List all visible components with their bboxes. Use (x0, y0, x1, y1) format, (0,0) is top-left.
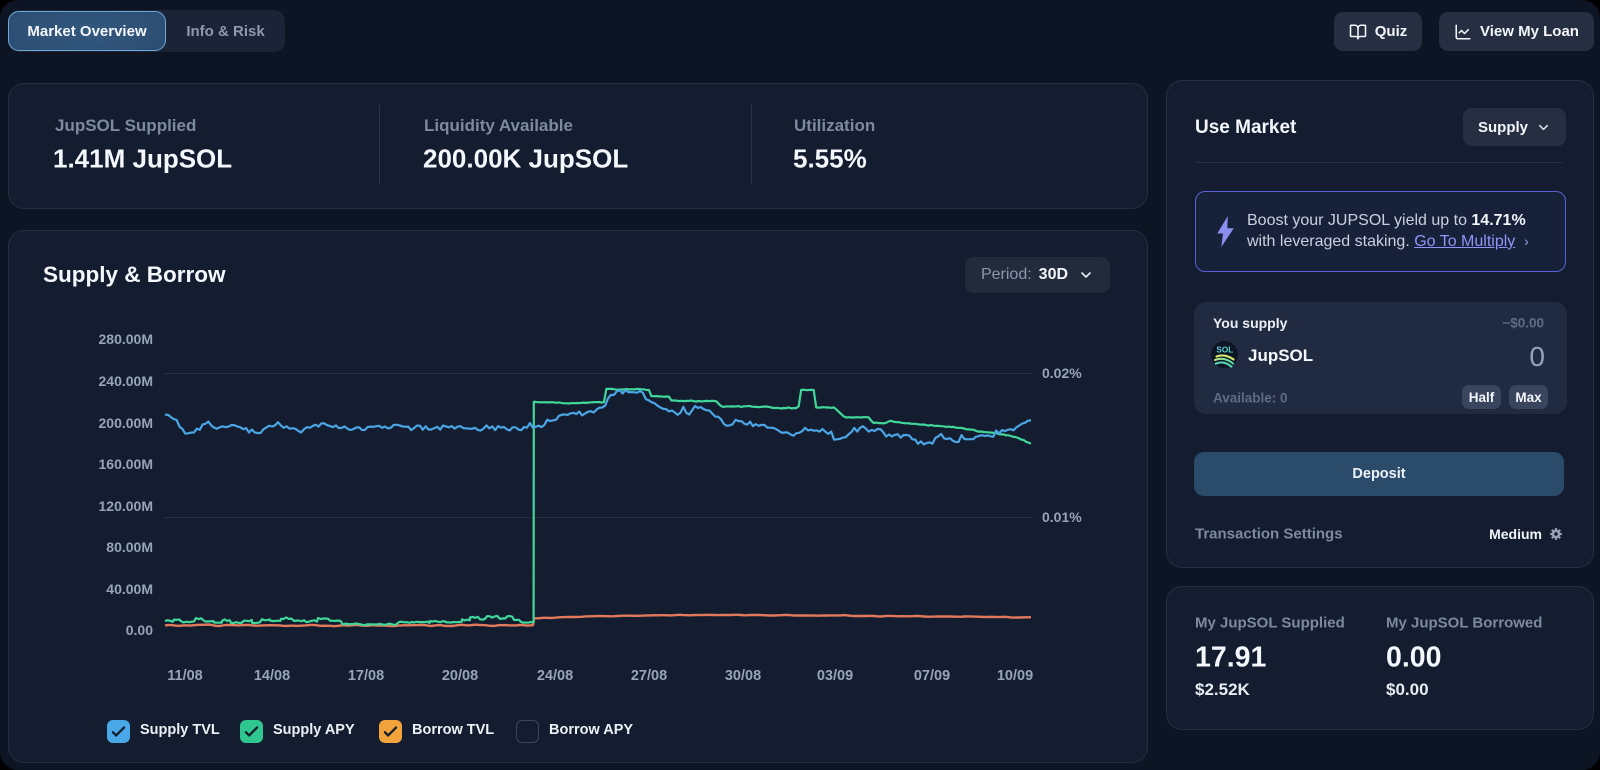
svg-text:SOL: SOL (1216, 346, 1233, 355)
